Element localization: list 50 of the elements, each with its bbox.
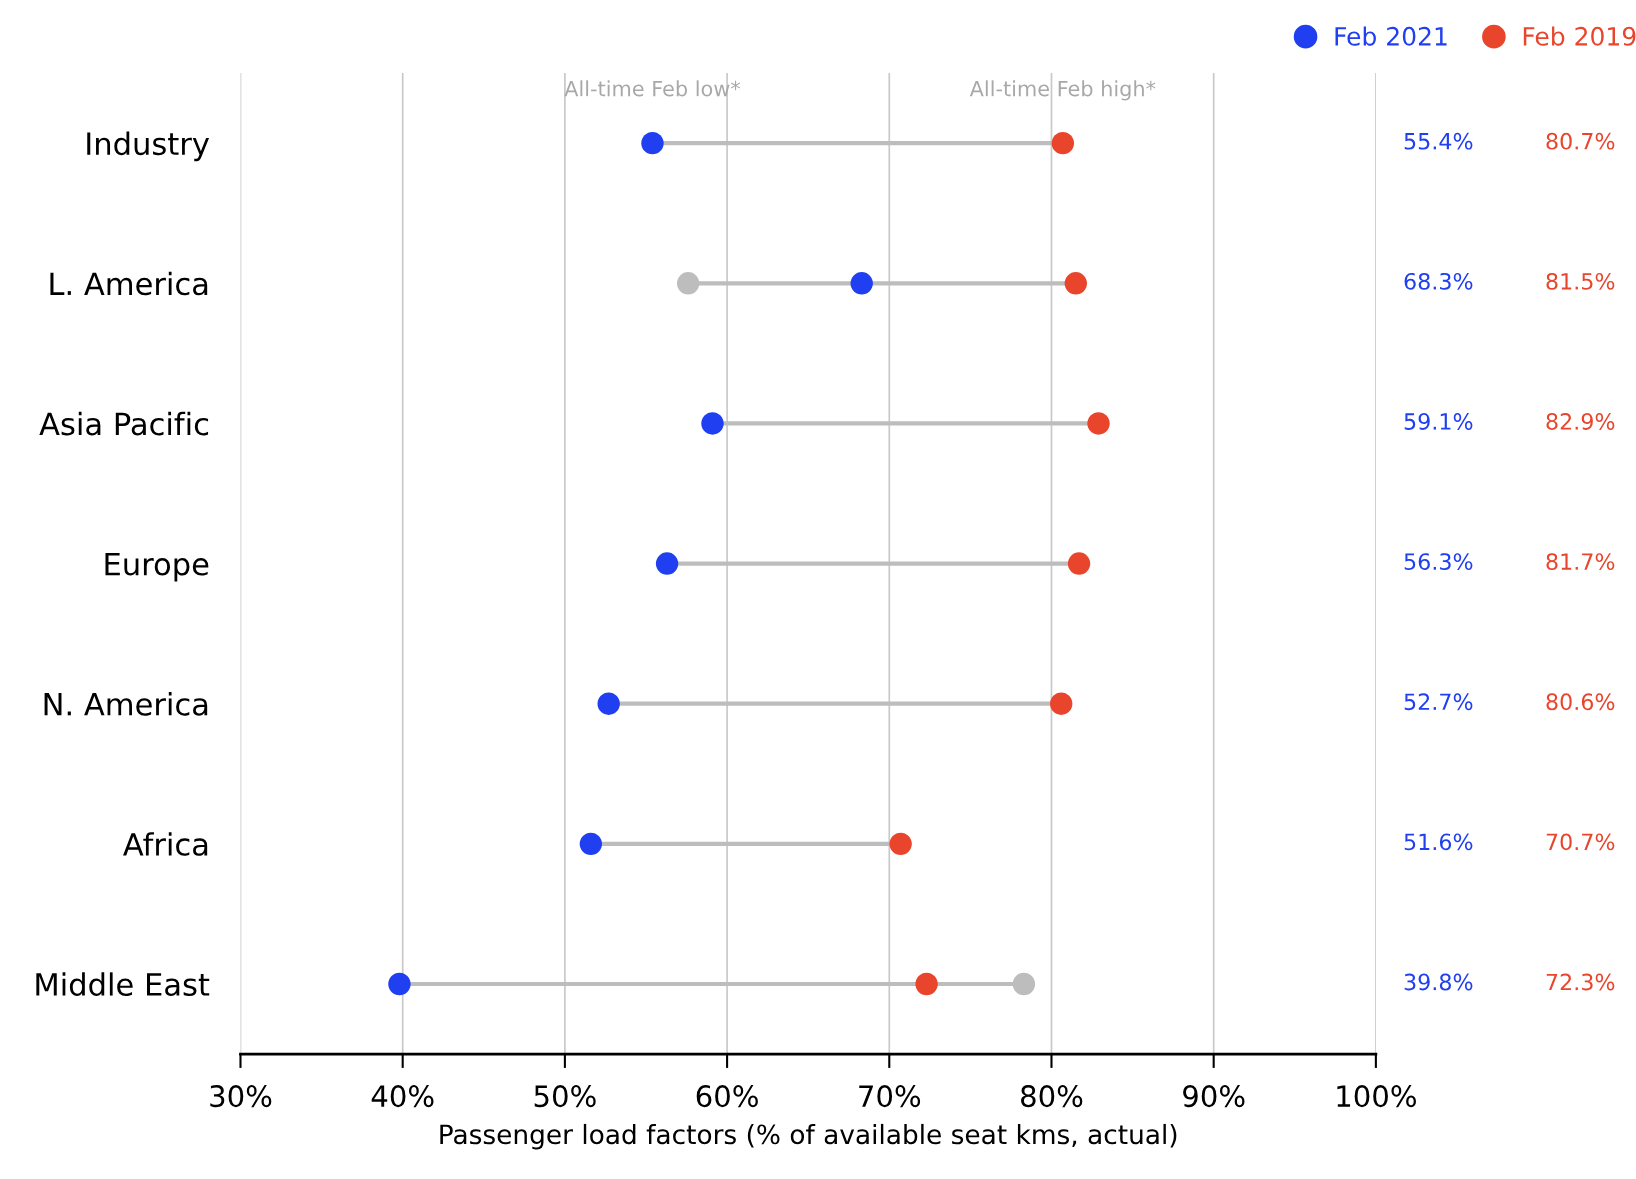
data-label: 39.8%: [1404, 973, 1473, 991]
y-tick-label: N. America: [44, 692, 208, 716]
data-label: 70.7%: [1546, 833, 1615, 851]
x-tick-label: 40%: [371, 1085, 434, 1108]
point: [1067, 552, 1091, 575]
point: [597, 692, 620, 715]
point: [641, 131, 664, 155]
y-tick-label: Europe: [105, 552, 209, 582]
data-label: 51.6%: [1404, 833, 1473, 851]
data-label: 80.7%: [1546, 132, 1615, 150]
y-tick-label: L. America: [50, 271, 208, 296]
y-tick-label: Industry: [87, 131, 210, 162]
data-label: 52.7%: [1404, 693, 1473, 711]
data-label: 68.3%: [1404, 272, 1473, 290]
x-tick-label: 60%: [696, 1085, 758, 1108]
legend-label: Feb 2019: [1523, 26, 1636, 46]
legend-label: Feb 2021: [1335, 26, 1447, 46]
x-tick-label: 30%: [210, 1085, 272, 1108]
point: [1064, 272, 1088, 295]
annotation: All-time Feb high*: [969, 80, 1156, 101]
point: [579, 832, 603, 856]
data-label: 81.7%: [1546, 553, 1615, 571]
y-tick-label: Africa: [123, 832, 208, 856]
data-label: 59.1%: [1404, 413, 1473, 430]
point: [1051, 131, 1075, 155]
data-label: 81.5%: [1546, 272, 1615, 290]
x-tick-label: 50%: [534, 1085, 596, 1108]
point: [1050, 692, 1073, 715]
point: [388, 972, 411, 996]
x-tick-label: 70%: [859, 1085, 921, 1108]
y-tick-label: Asia Pacific: [39, 411, 209, 436]
point: [676, 272, 700, 295]
data-label: 56.3%: [1404, 553, 1473, 571]
data-label: 80.6%: [1546, 693, 1615, 711]
point: [850, 272, 873, 295]
point: [1012, 972, 1036, 996]
y-tick-label: Middle East: [36, 972, 210, 996]
data-label: 82.9%: [1546, 413, 1615, 430]
point: [889, 832, 912, 856]
point: [915, 972, 938, 996]
data-label: 72.3%: [1546, 973, 1615, 991]
data-label: 55.4%: [1404, 132, 1473, 150]
x-tick-label: 90%: [1183, 1085, 1245, 1108]
annotation: All-time Feb low*: [564, 80, 741, 97]
x-tick-label: 80%: [1021, 1085, 1083, 1108]
point: [655, 552, 679, 575]
point: [701, 412, 724, 435]
point: [1087, 412, 1110, 435]
x-axis-title: Passenger load factors (% of available seat kms, actual): [440, 1123, 1177, 1150]
x-tick-label: 100%: [1337, 1085, 1416, 1108]
